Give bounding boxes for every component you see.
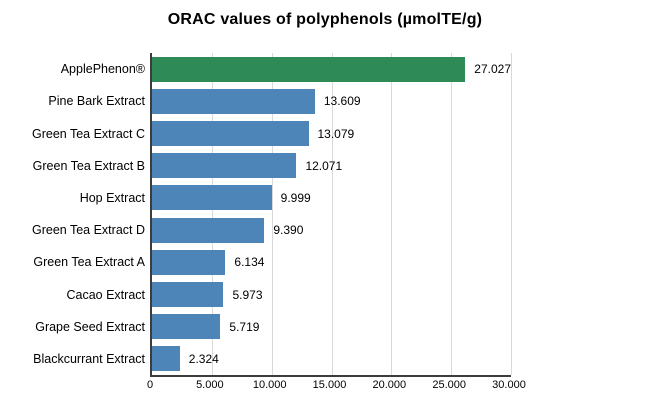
x-tick-label: 5.000	[196, 379, 224, 391]
value-label: 9.999	[280, 190, 311, 205]
value-label: 13.079	[317, 126, 355, 141]
bar-default	[152, 282, 224, 308]
gridline	[391, 53, 393, 375]
category-label: Green Tea Extract B	[32, 158, 145, 173]
x-tick-label: 20.000	[372, 379, 407, 391]
bar-rows: ApplePhenon® 27.027 Pine Bark Extract 13.60…	[32, 53, 511, 375]
plot-area: ApplePhenon® 27.027 Pine Bark Extract 13.60…	[32, 53, 512, 377]
bar-highlight	[152, 56, 466, 82]
value-label: 2.324	[188, 351, 219, 366]
bar-default	[152, 346, 180, 372]
value-label: 5.719	[229, 319, 260, 334]
gridline	[511, 53, 512, 375]
category-label: Green Tea Extract A	[33, 255, 145, 270]
bar-default	[152, 217, 265, 243]
bar-row: Hop Extract 9.999	[80, 182, 511, 214]
bar-row: Grape Seed Extract 5.719	[35, 311, 511, 343]
category-label: Grape Seed Extract	[35, 319, 145, 334]
bar-row: Cacao Extract 5.973	[66, 278, 511, 310]
gridline	[451, 53, 453, 375]
category-label: Green Tea Extract C	[31, 126, 145, 141]
bar-default	[152, 249, 226, 275]
x-tick-label: 30.000	[492, 379, 526, 391]
bar-row: Blackcurrant Extract 2.324	[33, 343, 511, 375]
x-tick-label: 25.000	[432, 379, 466, 391]
bar-row: Green Tea Extract B 12.071	[33, 150, 511, 182]
bar-row: ApplePhenon® 27.027	[61, 53, 511, 85]
bar-default	[152, 153, 297, 179]
bar-default	[152, 185, 272, 211]
bar-row: Green Tea Extract C 13.079	[32, 117, 511, 149]
bar-row: Pine Bark Extract 13.609	[48, 85, 511, 117]
value-label: 9.390	[273, 223, 304, 238]
value-label: 27.027	[474, 62, 511, 77]
x-tick-label: 15.000	[312, 379, 347, 391]
category-label: Cacao Extract	[66, 287, 145, 302]
value-label: 6.134	[234, 255, 265, 270]
category-label: ApplePhenon®	[60, 62, 145, 77]
value-label: 12.071	[305, 158, 343, 173]
bar-default	[152, 121, 309, 146]
chart-title: ORAC values of polyphenols (µmolTE/g)	[167, 11, 483, 28]
bar-row: Green Tea Extract A 6.134	[33, 246, 511, 278]
category-label: Blackcurrant Extract	[33, 351, 145, 366]
x-axis: 0 5.000 10.000 15.000 20.000 25.000 30.000	[146, 379, 526, 395]
value-label: 5.973	[232, 287, 263, 302]
value-label: 13.609	[323, 94, 361, 109]
category-label: Hop Extract	[79, 190, 145, 205]
gridline	[271, 53, 273, 375]
bar-row: Green Tea Extract D 9.390	[32, 214, 511, 246]
gridline	[331, 53, 333, 375]
category-label: Green Tea Extract D	[31, 223, 145, 238]
category-label: Pine Bark Extract	[48, 94, 145, 109]
gridline	[211, 53, 213, 375]
x-tick-label: 0	[146, 379, 154, 391]
x-tick-label: 10.000	[252, 379, 287, 391]
bar-default	[152, 314, 221, 340]
bar-default	[152, 88, 315, 114]
